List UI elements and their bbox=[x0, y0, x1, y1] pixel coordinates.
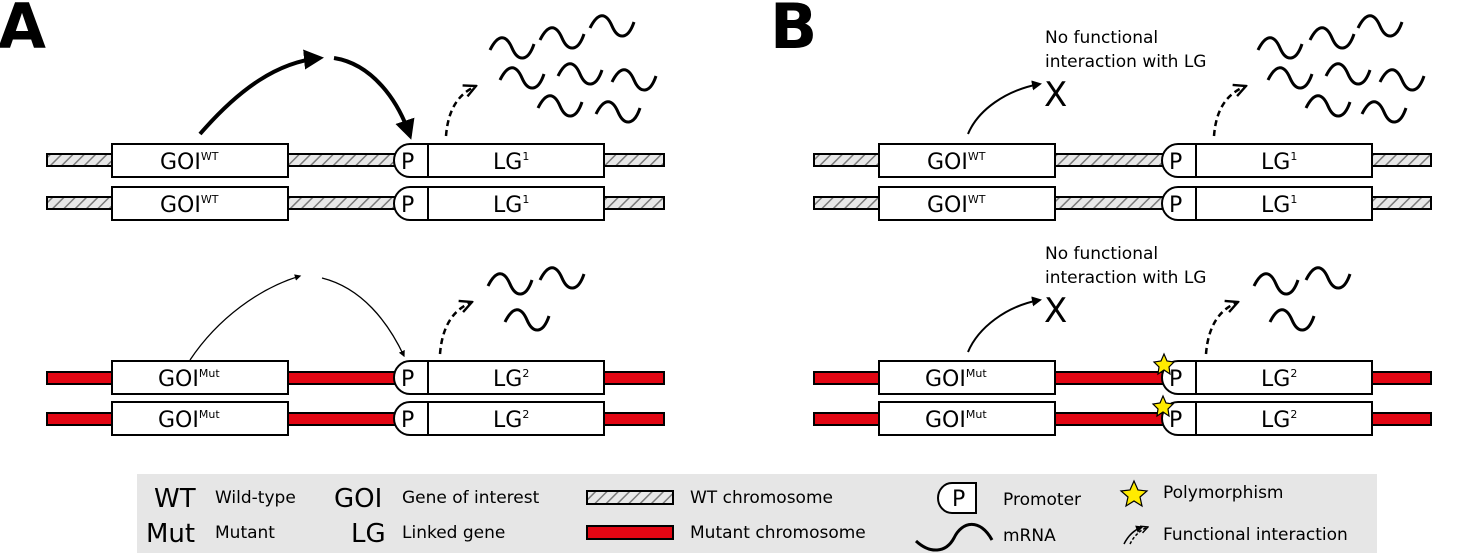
goi-label: GOIMut bbox=[158, 408, 220, 433]
legend-wt-chromosome-desc: WT chromosome bbox=[690, 488, 833, 508]
legend-lg-abbr: LG bbox=[351, 519, 386, 549]
promoter-label: P bbox=[1169, 150, 1182, 175]
x-mark-icon: X bbox=[1044, 291, 1067, 331]
legend-wt-abbr: WT bbox=[154, 484, 196, 514]
legend-mrna-icon bbox=[914, 522, 994, 552]
promoter-label: P bbox=[401, 367, 414, 392]
polymorphism-star-icon bbox=[1151, 394, 1175, 418]
goi-label: GOIWT bbox=[927, 150, 986, 175]
legend-mut-abbr: Mut bbox=[146, 519, 195, 549]
legend-functional-interaction-desc: Functional interaction bbox=[1163, 525, 1348, 545]
regulation-arrow-mut-2 bbox=[321, 277, 405, 358]
blocked-regulation-arrow-wt bbox=[967, 80, 1042, 135]
legend-wt-chromosome-swatch bbox=[586, 490, 674, 505]
goi-box bbox=[878, 360, 1056, 395]
promoter-label: P bbox=[1169, 367, 1182, 392]
goi-label: GOIWT bbox=[160, 150, 219, 175]
promoter-box bbox=[1161, 143, 1197, 178]
lg-box bbox=[1195, 186, 1373, 221]
polymorphism-star-icon bbox=[1152, 352, 1176, 376]
mrna-cluster-b-bottom bbox=[1252, 266, 1352, 332]
no-interaction-note-line1: No functional bbox=[1045, 244, 1158, 264]
promoter-box bbox=[1161, 186, 1197, 221]
transcription-arrow-a-wt bbox=[444, 86, 476, 137]
goi-label: GOIWT bbox=[927, 193, 986, 218]
no-interaction-note-line2: interaction with LG bbox=[1045, 268, 1206, 288]
lg-box bbox=[1195, 143, 1373, 178]
goi-box bbox=[111, 360, 289, 395]
goi-label: GOIWT bbox=[160, 193, 219, 218]
lg-box bbox=[1195, 360, 1373, 395]
lg-label: LG1 bbox=[1261, 193, 1297, 218]
lg-box bbox=[427, 186, 605, 221]
goi-box bbox=[111, 401, 289, 436]
legend-goi-desc: Gene of interest bbox=[402, 488, 540, 508]
promoter-box bbox=[393, 360, 429, 395]
lg-box bbox=[427, 143, 605, 178]
regulation-arrow-mut-1 bbox=[189, 274, 302, 361]
panel-b-chromosomes: GOIWT P LG1 GOIWT P LG1 GOIMut P LG2 GOI… bbox=[813, 143, 1432, 436]
lg-label: LG2 bbox=[493, 367, 529, 392]
no-interaction-note-line2: interaction with LG bbox=[1045, 52, 1206, 72]
lg-box bbox=[1195, 401, 1373, 436]
blocked-regulation-arrow-mut bbox=[967, 296, 1042, 353]
promoter-label: P bbox=[1169, 193, 1182, 218]
goi-box bbox=[878, 143, 1056, 178]
promoter-box bbox=[393, 186, 429, 221]
lg-label: LG2 bbox=[1261, 408, 1297, 433]
mrna-cluster-a-top bbox=[488, 14, 658, 124]
legend: WT Wild-type Mut Mutant GOI Gene of inte… bbox=[137, 474, 1377, 553]
transcription-arrow-b-wt bbox=[1212, 86, 1246, 137]
legend-promoter-desc: Promoter bbox=[1003, 490, 1081, 510]
legend-wt-desc: Wild-type bbox=[215, 488, 296, 508]
legend-mutant-chromosome-swatch bbox=[586, 525, 674, 540]
lg-label: LG2 bbox=[1261, 367, 1297, 392]
legend-background bbox=[137, 474, 1377, 553]
lg-label: LG1 bbox=[493, 193, 529, 218]
goi-box bbox=[111, 186, 289, 221]
promoter-label: P bbox=[401, 150, 414, 175]
panel-a-letter: A bbox=[0, 0, 46, 63]
regulation-arrow-wt-1 bbox=[198, 49, 324, 136]
promoter-label: P bbox=[401, 193, 414, 218]
legend-mutant-chromosome-desc: Mutant chromosome bbox=[690, 523, 866, 543]
lg-box bbox=[427, 360, 605, 395]
legend-promoter-symbol: P bbox=[952, 487, 965, 512]
goi-label: GOIMut bbox=[158, 367, 220, 392]
transcription-arrow-b-mut bbox=[1204, 302, 1238, 355]
legend-functional-interaction-icon bbox=[1123, 527, 1148, 545]
goi-box bbox=[878, 401, 1056, 436]
goi-label: GOIMut bbox=[925, 408, 987, 433]
transcription-arrow-a-mut bbox=[438, 302, 472, 355]
x-mark-icon: X bbox=[1044, 75, 1067, 115]
promoter-label: P bbox=[401, 408, 414, 433]
regulation-arrow-wt-2 bbox=[333, 56, 415, 140]
promoter-box bbox=[393, 401, 429, 436]
lg-label: LG1 bbox=[1261, 150, 1297, 175]
goi-box bbox=[111, 143, 289, 178]
promoter-box bbox=[393, 143, 429, 178]
lg-label: LG2 bbox=[493, 408, 529, 433]
legend-promoter-icon bbox=[937, 482, 977, 514]
legend-polymorphism-desc: Polymorphism bbox=[1163, 483, 1284, 503]
panel-a-chromosomes: GOIWT P LG1 GOIWT P LG1 GOIMut P LG2 GOI… bbox=[46, 143, 665, 436]
lg-box bbox=[427, 401, 605, 436]
legend-polymorphism-star-icon bbox=[1119, 479, 1149, 508]
legend-goi-abbr: GOI bbox=[334, 484, 382, 514]
goi-box bbox=[878, 186, 1056, 221]
lg-label: LG1 bbox=[493, 150, 529, 175]
legend-mrna-desc: mRNA bbox=[1003, 526, 1056, 546]
promoter-label: P bbox=[1169, 408, 1182, 433]
legend-mut-desc: Mutant bbox=[215, 523, 275, 543]
mrna-cluster-a-bottom bbox=[486, 266, 586, 332]
goi-label: GOIMut bbox=[925, 367, 987, 392]
legend-lg-desc: Linked gene bbox=[402, 523, 505, 543]
mrna-cluster-b-top bbox=[1256, 14, 1426, 124]
no-interaction-note-line1: No functional bbox=[1045, 28, 1158, 48]
panel-b-letter: B bbox=[770, 0, 817, 63]
